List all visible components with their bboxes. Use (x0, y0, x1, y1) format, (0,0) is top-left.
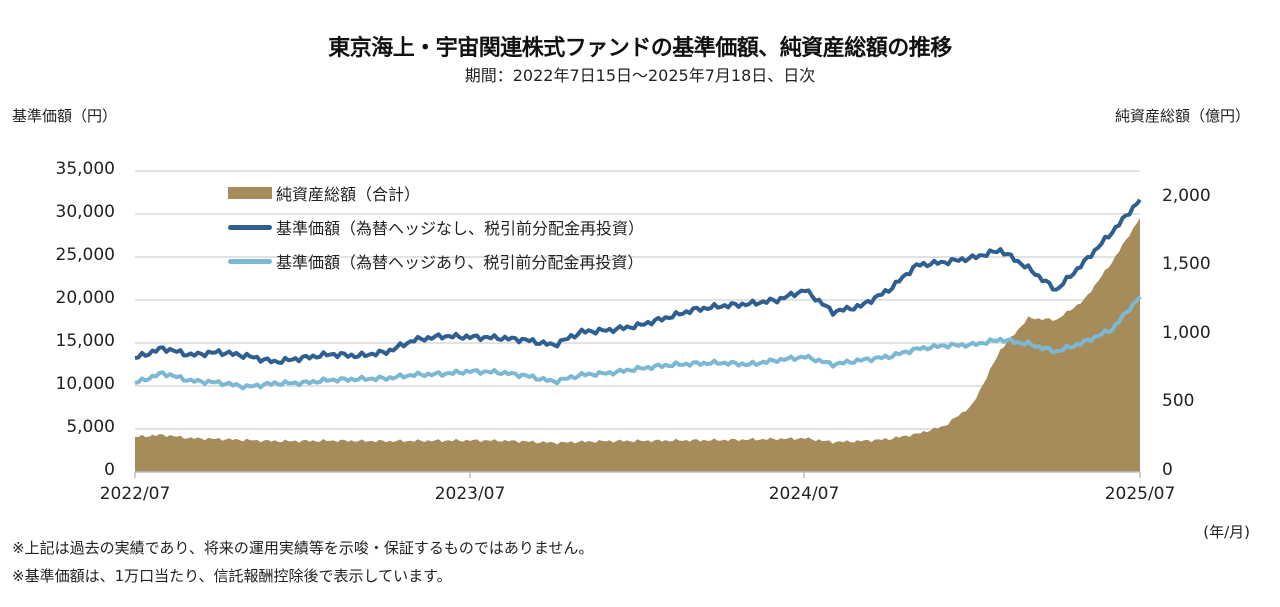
right-tick: 500 (1162, 391, 1195, 411)
left-tick: 15,000 (55, 331, 115, 351)
left-tick: 35,000 (55, 159, 115, 179)
x-axis (134, 471, 1141, 478)
x-tick: 2024/07 (768, 484, 840, 504)
chart-subtitle: 期間：2022年7日15日～2025年7月18日、日次 (464, 66, 816, 85)
legend-item-nav-hedged: 基準価額（為替ヘッジあり、税引前分配金再投資） (228, 244, 644, 278)
left-tick: 0 (104, 460, 115, 480)
legend-swatch-line (228, 258, 272, 264)
legend-label: 基準価額（為替ヘッジあり、税引前分配金再投資） (276, 253, 644, 272)
footnote: ※上記は過去の実績であり、将来の運用実績等を示唆・保証するものではありません。 (12, 539, 594, 557)
nav-unhedged-line (134, 198, 1142, 365)
nav-hedged-line (134, 295, 1142, 391)
x-tick: 2022/07 (99, 484, 171, 504)
legend-label: 純資産総額（合計） (276, 185, 421, 204)
right-axis-title: 純資産総額（億円） (1114, 107, 1250, 125)
chart-title: 東京海上・宇宙関連株式ファンドの基準価額、純資産総額の推移 (328, 36, 952, 61)
footnote: ※基準価額は、1万口当たり、信託報酬控除後で表示しています。 (12, 567, 452, 585)
legend-swatch-area (228, 187, 272, 199)
right-tick: 1,000 (1162, 323, 1211, 343)
left-tick: 25,000 (55, 245, 115, 265)
legend-label: 基準価額（為替ヘッジなし、税引前分配金再投資） (276, 219, 645, 238)
x-tick: 2025/07 (1104, 484, 1176, 504)
legend-item-net-assets: 純資産総額（合計） (228, 176, 644, 210)
x-axis-unit: (年/月) (1203, 523, 1250, 541)
x-tick: 2023/07 (434, 484, 506, 504)
left-tick: 10,000 (55, 374, 115, 394)
left-tick: 30,000 (55, 202, 115, 222)
right-tick: 0 (1162, 460, 1173, 480)
left-tick: 20,000 (55, 288, 115, 308)
legend: 純資産総額（合計） 基準価額（為替ヘッジなし、税引前分配金再投資） 基準価額（為… (228, 176, 644, 278)
legend-swatch-line (228, 224, 272, 230)
right-tick: 1,500 (1162, 254, 1211, 274)
left-axis-title: 基準価額（円） (12, 107, 118, 125)
legend-item-nav-unhedged: 基準価額（為替ヘッジなし、税引前分配金再投資） (228, 210, 644, 244)
right-tick: 2,000 (1162, 186, 1211, 206)
left-tick: 5,000 (66, 417, 115, 437)
net-assets-area (135, 217, 1140, 472)
footnotes: ※上記は過去の実績であり、将来の運用実績等を示唆・保証するものではありません。 … (12, 534, 593, 590)
